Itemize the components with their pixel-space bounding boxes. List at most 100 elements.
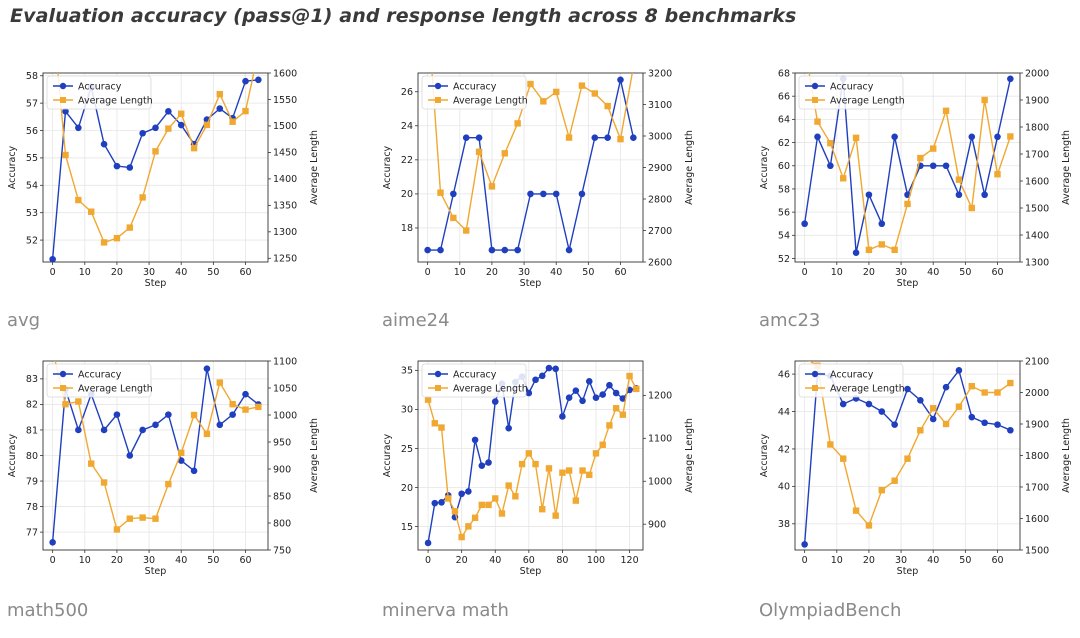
accuracy-point — [814, 133, 821, 141]
legend-length-label: Average Length — [78, 96, 153, 107]
legend-accuracy-marker — [811, 370, 819, 378]
legend: Accuracy Average Length — [421, 363, 528, 398]
x-tick-label: 60 — [991, 267, 1003, 278]
average-length-point — [865, 522, 873, 529]
x-axis-label: Step — [897, 566, 919, 577]
y-tick-label: 25 — [401, 444, 413, 455]
average-length-point — [565, 134, 573, 141]
average-length-point — [75, 398, 82, 405]
accuracy-point — [177, 121, 185, 129]
chart-label-avg: avg — [7, 310, 41, 331]
average-length-point — [126, 515, 133, 522]
average-length-point — [190, 411, 198, 419]
chart-math500: 0 10 20 30 40 50 60 77 78 79 80 81 82 83 750 800 850 900 9… — [7, 356, 320, 577]
accuracy-point — [545, 364, 553, 372]
legend-accuracy-marker — [59, 82, 67, 90]
y-tick-label: 78 — [26, 502, 38, 513]
y-tick-label: 53 — [26, 208, 38, 219]
y2-tick-label: 1500 — [1025, 545, 1049, 556]
y-tick-label: 66 — [778, 91, 790, 102]
accuracy-point — [242, 390, 249, 398]
legend-box — [798, 363, 904, 398]
average-length-point — [139, 194, 146, 201]
average-length-point — [540, 98, 547, 105]
accuracy-point — [591, 134, 599, 142]
legend-accuracy-label: Accuracy — [78, 82, 122, 93]
average-length-point — [878, 486, 885, 494]
average-length-point — [437, 189, 444, 196]
y-tick-label: 35 — [401, 366, 413, 377]
average-length-point — [62, 151, 69, 159]
accuracy-point — [177, 457, 185, 464]
accuracy-point — [801, 220, 808, 228]
x-axis-label: Step — [520, 566, 542, 577]
legend-box — [46, 363, 152, 398]
average-length-point — [458, 533, 465, 541]
accuracy-point — [471, 436, 479, 444]
x-tick-label: 40 — [175, 267, 187, 278]
y2-tick-label: 1300 — [273, 227, 297, 238]
average-length-point — [126, 224, 133, 231]
y-axis-label: Accuracy — [7, 145, 18, 189]
x-tick-label: 20 — [111, 555, 123, 566]
average-length-point — [88, 460, 95, 467]
legend-length-label: Average Length — [453, 96, 528, 107]
accuracy-point — [968, 133, 976, 141]
y2-axis-label: Average Length — [309, 130, 320, 205]
y2-tick-label: 1450 — [273, 148, 297, 159]
average-length-point — [424, 396, 432, 403]
accuracy-point — [49, 539, 56, 546]
y-tick-label: 58 — [778, 184, 790, 195]
average-length-point — [955, 403, 963, 410]
x-axis-label: Step — [145, 278, 167, 289]
legend-box — [46, 75, 152, 110]
x-tick-label: 30 — [518, 267, 530, 278]
average-length-point — [75, 196, 82, 204]
x-tick-label: 10 — [454, 267, 466, 278]
average-length-point — [451, 508, 459, 515]
average-length-point — [917, 427, 924, 434]
accuracy-point — [612, 389, 620, 397]
plot-frame — [794, 72, 1021, 263]
average-length-point — [572, 497, 580, 504]
legend-accuracy-marker — [434, 82, 442, 90]
page-title: Evaluation accuracy (pass@1) and respons… — [10, 5, 797, 27]
y-tick-label: 56 — [26, 126, 38, 137]
y-tick-label: 38 — [778, 519, 790, 530]
y2-tick-label: 1200 — [648, 391, 672, 402]
x-tick-label: 30 — [143, 555, 155, 566]
accuracy-point — [538, 372, 546, 380]
accuracy-point — [942, 162, 950, 170]
y2-tick-label: 1500 — [1025, 203, 1049, 214]
accuracy-point — [438, 499, 445, 506]
y-tick-label: 64 — [778, 115, 790, 126]
chart-label-aime24: aime24 — [382, 310, 450, 331]
average-length-point — [930, 405, 937, 412]
average-length-point — [1007, 379, 1014, 387]
average-length-point — [501, 150, 508, 157]
legend-accuracy-label: Accuracy — [830, 82, 874, 93]
x-tick-label: 30 — [895, 555, 907, 566]
y2-tick-label: 1700 — [1025, 482, 1049, 493]
y2-tick-label: 1600 — [273, 68, 297, 79]
chart-label-amc23: amc23 — [759, 310, 821, 331]
chart-olympiadbench: 0 10 20 30 40 50 60 38 40 42 44 46 1500 1600 1700 1800 1… — [759, 356, 1072, 577]
accuracy-point — [49, 255, 56, 262]
y-tick-label: 22 — [401, 155, 413, 166]
average-length-point — [930, 145, 937, 152]
average-length-point — [88, 208, 95, 215]
x-tick-label: 0 — [425, 267, 431, 278]
y-tick-label: 26 — [401, 87, 413, 98]
average-length-point — [981, 96, 988, 104]
y-tick-label: 80 — [26, 451, 38, 462]
average-length-point — [586, 471, 593, 479]
x-tick-label: 60 — [239, 555, 251, 566]
y2-tick-label: 2000 — [1025, 68, 1049, 79]
y2-tick-label: 1300 — [1025, 257, 1049, 268]
accuracy-point — [904, 385, 911, 393]
y2-axis-label: Average Length — [1061, 418, 1072, 493]
y-tick-label: 20 — [401, 189, 413, 200]
accuracy-point — [878, 220, 886, 228]
legend-length-label: Average Length — [830, 384, 905, 395]
legend-length-label: Average Length — [78, 384, 153, 395]
